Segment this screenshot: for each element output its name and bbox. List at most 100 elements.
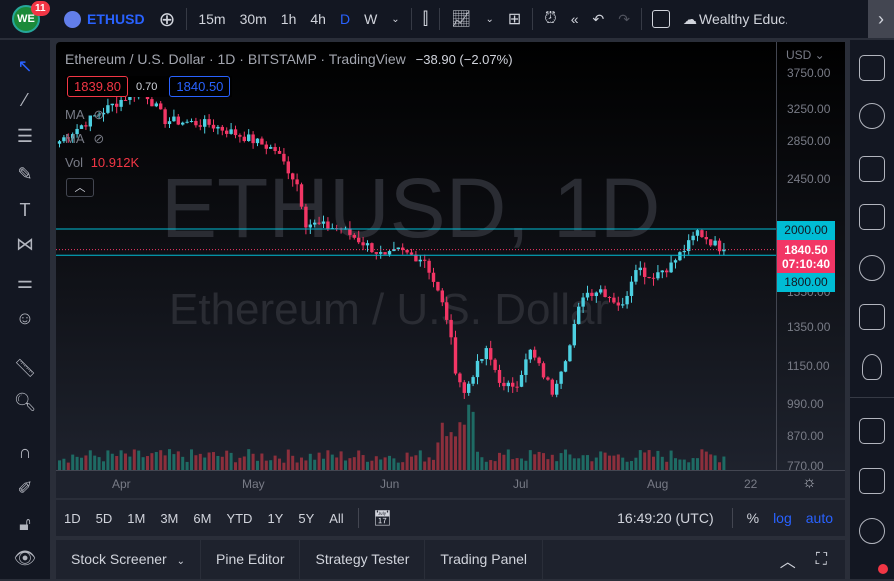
eye-off-icon[interactable]: ⊘ bbox=[93, 131, 105, 146]
prediction-icon[interactable]: ⚌ bbox=[16, 272, 34, 292]
candle-body bbox=[423, 259, 427, 261]
symbol-search[interactable]: ETHUSD bbox=[87, 11, 145, 27]
range-1m[interactable]: 1M bbox=[127, 510, 146, 526]
avatar[interactable]: WE 11 bbox=[12, 1, 50, 33]
candle-body bbox=[387, 251, 392, 255]
candle-body bbox=[722, 249, 726, 252]
volume-bar bbox=[234, 462, 237, 470]
alarm-icon[interactable] bbox=[859, 103, 885, 129]
price-chart[interactable] bbox=[56, 42, 776, 470]
lock-drawing-icon[interactable]: ✐ bbox=[17, 478, 33, 498]
pattern-icon[interactable]: ⋈ bbox=[16, 234, 34, 254]
notifications-icon[interactable] bbox=[859, 518, 885, 544]
ma-legend-1[interactable]: MA ⊘ bbox=[65, 107, 104, 123]
fullscreen-icon[interactable] bbox=[652, 10, 670, 28]
candle-body bbox=[181, 122, 185, 125]
percent-toggle[interactable]: % bbox=[746, 510, 760, 526]
chevron-down-icon[interactable]: ⌄ bbox=[485, 13, 494, 25]
chat-icon[interactable] bbox=[859, 468, 885, 494]
maximize-panel-icon[interactable]: ⛶ bbox=[815, 550, 827, 568]
calendar-icon[interactable] bbox=[859, 304, 885, 330]
range-6m[interactable]: 6M bbox=[193, 510, 212, 526]
magnet-icon[interactable]: ∩ bbox=[18, 442, 32, 462]
eye-icon[interactable]: 👁︎ bbox=[13, 548, 37, 568]
candle-body bbox=[475, 360, 480, 378]
candle-body bbox=[515, 386, 519, 388]
add-symbol-icon[interactable]: ⊕ bbox=[158, 8, 176, 31]
candle-body bbox=[638, 267, 642, 271]
brush-icon[interactable]: ✎ bbox=[17, 164, 33, 184]
candle-body bbox=[458, 373, 462, 383]
range-5y[interactable]: 5Y bbox=[298, 510, 315, 526]
templates-icon[interactable]: ⊞ bbox=[507, 11, 522, 28]
alert-icon[interactable]: ⏰︎ bbox=[544, 10, 557, 27]
emoji-icon[interactable]: ☺ bbox=[15, 308, 35, 328]
interval-15m[interactable]: 15m bbox=[198, 11, 226, 27]
replay-icon[interactable]: « bbox=[570, 11, 579, 27]
candle-body bbox=[238, 135, 242, 137]
data-window-icon[interactable] bbox=[859, 204, 885, 230]
lock-icon[interactable]: 🔓︎ bbox=[19, 514, 31, 534]
ideas-icon[interactable] bbox=[862, 354, 882, 380]
date-range-icon[interactable]: 📅︎ bbox=[372, 510, 392, 527]
undo-icon[interactable]: ↶ bbox=[592, 10, 605, 27]
collapse-legend-button[interactable]: ︿ bbox=[66, 178, 94, 197]
candle-body bbox=[616, 302, 620, 306]
candle-body bbox=[577, 306, 581, 324]
chats-icon[interactable] bbox=[859, 418, 885, 444]
cloud-icon[interactable]: ☁︎ bbox=[683, 10, 697, 27]
time-axis[interactable]: Apr May Jun Jul Aug 22 ☼ bbox=[56, 470, 845, 498]
collapse-panel-icon[interactable]: ︿ bbox=[779, 553, 796, 571]
layout-name[interactable]: Wealthy Educ... bbox=[699, 11, 787, 27]
log-toggle[interactable]: log bbox=[773, 510, 792, 526]
interval-30m[interactable]: 30m bbox=[239, 11, 267, 27]
candles-icon[interactable]: ⫿ bbox=[422, 9, 429, 28]
zoom-in-icon[interactable]: 🔍︎ bbox=[13, 392, 37, 412]
range-all[interactable]: All bbox=[329, 510, 344, 526]
range-1d[interactable]: 1D bbox=[64, 510, 81, 526]
volume-bar bbox=[80, 457, 83, 470]
settings-icon[interactable]: ☼ bbox=[802, 474, 817, 491]
volume-bar bbox=[238, 457, 242, 470]
indicators-icon[interactable]: 📈︎ bbox=[451, 11, 472, 28]
candle-body bbox=[647, 276, 651, 278]
fib-icon[interactable]: ☰ bbox=[16, 126, 34, 146]
auto-toggle[interactable]: auto bbox=[805, 510, 833, 526]
tab-pine-editor[interactable]: Pine Editor bbox=[201, 540, 301, 579]
bar-countdown: 07:10:40 bbox=[781, 257, 831, 271]
interval-4h[interactable]: 4h bbox=[310, 11, 326, 27]
price-axis[interactable]: USD ⌄ 3750.00 3250.00 2850.00 2450.00 1550.0… bbox=[776, 42, 845, 473]
range-3m[interactable]: 3M bbox=[160, 510, 179, 526]
candle-body bbox=[273, 147, 277, 151]
candle-body bbox=[203, 119, 207, 127]
eye-off-icon[interactable]: ⊘ bbox=[93, 107, 105, 122]
range-5d[interactable]: 5D bbox=[95, 510, 113, 526]
clock[interactable]: 16:49:20 (UTC) bbox=[617, 510, 714, 526]
buy-button[interactable]: 1840.50 bbox=[169, 76, 231, 97]
candle-body bbox=[308, 224, 312, 228]
ma-legend-2[interactable]: MA ⊘ bbox=[65, 131, 104, 147]
interval-1h[interactable]: 1h bbox=[280, 11, 297, 27]
hotlist-icon[interactable] bbox=[859, 255, 885, 281]
ruler-icon[interactable]: 📏︎ bbox=[13, 358, 37, 378]
volume-bar bbox=[718, 462, 721, 470]
expand-panel-button[interactable]: › bbox=[868, 0, 894, 38]
interval-w[interactable]: W bbox=[364, 11, 378, 27]
range-ytd[interactable]: YTD bbox=[226, 510, 253, 526]
tab-trading-panel[interactable]: Trading Panel bbox=[425, 540, 544, 579]
tab-strategy-tester[interactable]: Strategy Tester bbox=[300, 540, 426, 579]
trendline-icon[interactable]: ⁄ bbox=[23, 90, 27, 110]
tab-stock-screener[interactable]: Stock Screener ⌄ bbox=[56, 540, 201, 579]
news-icon[interactable] bbox=[859, 156, 885, 182]
range-1y[interactable]: 1Y bbox=[267, 510, 284, 526]
candle-body bbox=[427, 260, 431, 273]
currency-selector[interactable]: USD ⌄ bbox=[786, 48, 825, 62]
redo-icon[interactable]: ↷ bbox=[618, 10, 630, 27]
watchlist-icon[interactable] bbox=[859, 55, 885, 81]
cursor-icon[interactable]: ↖ bbox=[17, 56, 33, 76]
text-icon[interactable]: T bbox=[19, 200, 31, 220]
sell-button[interactable]: 1839.80 bbox=[67, 76, 128, 97]
interval-d[interactable]: D bbox=[339, 11, 351, 27]
chart-pane[interactable]: ETHUSD, 1D Ethereum / U.S. Dollar Ethere… bbox=[56, 42, 776, 470]
chevron-down-icon[interactable]: ⌄ bbox=[391, 13, 400, 25]
